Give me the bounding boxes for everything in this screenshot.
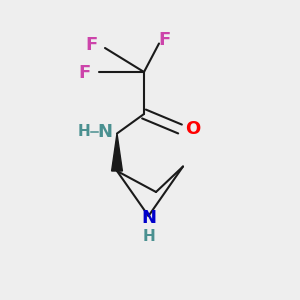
Text: H: H — [142, 229, 155, 244]
Text: H: H — [78, 124, 90, 140]
Text: F: F — [79, 64, 91, 82]
Text: F: F — [85, 36, 98, 54]
Polygon shape — [112, 134, 122, 171]
Text: N: N — [98, 123, 112, 141]
Text: N: N — [141, 209, 156, 227]
Text: O: O — [185, 120, 200, 138]
Text: F: F — [159, 31, 171, 49]
